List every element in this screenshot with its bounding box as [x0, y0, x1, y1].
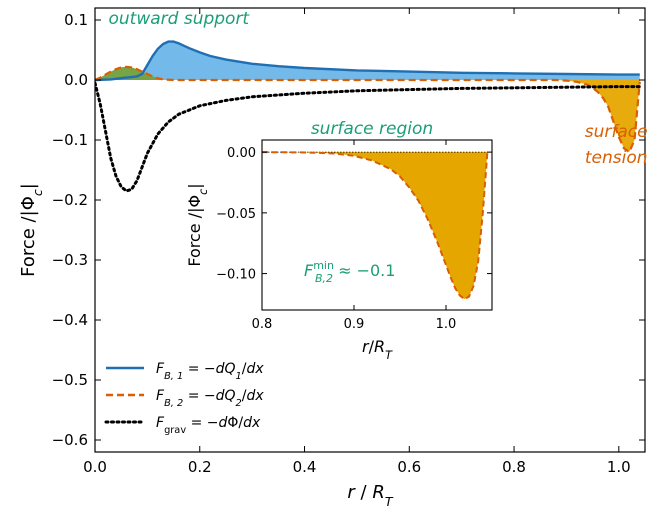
y-tick-label: 0.0	[64, 71, 88, 89]
inset-y-axis-title: Force /|Φc|	[185, 183, 210, 266]
annotation-surface: surface	[585, 122, 648, 142]
y-tick-label: −0.1	[52, 131, 88, 149]
inset-title: surface region	[311, 119, 433, 139]
annotation-tension: tension	[585, 148, 648, 168]
y-tick-label: 0.1	[64, 11, 88, 29]
y-tick-label: −0.4	[52, 311, 88, 329]
y-tick-label: −0.3	[52, 251, 88, 269]
series-fgrav-line	[95, 81, 642, 193]
inset-fb2-fill	[262, 152, 488, 300]
x-tick-label: 0.4	[293, 458, 317, 476]
x-tick-label: 0.8	[502, 458, 526, 476]
inset-plot-area	[262, 151, 492, 301]
legend-item-fb1: FB, 1 = −dQ1/dx	[106, 361, 264, 382]
y-axis-title: Force /|Φc|	[18, 183, 45, 277]
y-tick-label: −0.6	[52, 431, 88, 449]
series-fb1-line	[95, 40, 640, 82]
main-axes-frame	[94, 7, 646, 453]
x-tick-label: 0.6	[397, 458, 421, 476]
inset-x-axis-title: r/RT	[362, 337, 393, 362]
inset-axes-frame	[261, 139, 493, 311]
inset-y-tick-label: −0.10	[216, 268, 256, 283]
y-tick-label: −0.5	[52, 371, 88, 389]
inset-x-tick-label: 0.8	[252, 317, 273, 332]
overlap-fill	[95, 66, 164, 80]
legend-item-fb2: FB, 2 = −dQ2/dx	[106, 388, 264, 409]
inset-y-tick-label: 0.00	[227, 146, 256, 161]
legend-label: FB, 2 = −dQ2/dx	[156, 388, 264, 409]
legend-label: Fgrav = −dΦ/dx	[156, 415, 261, 436]
legend-item-fgrav: Fgrav = −dΦ/dx	[104, 415, 261, 436]
legend-label: FB, 1 = −dQ1/dx	[156, 361, 264, 382]
inset-y-tick-label: −0.05	[216, 207, 256, 222]
annotation-outward-support: outward support	[108, 9, 250, 29]
inset-x-tick-label: 0.9	[344, 317, 365, 332]
series-fb1-fill	[95, 41, 640, 80]
y-tick-label: −0.2	[52, 191, 88, 209]
inset-x-tick-label: 1.0	[436, 317, 457, 332]
x-tick-label: 0.0	[83, 458, 107, 476]
series-fb2-line	[95, 65, 641, 154]
x-tick-label: 1.0	[607, 458, 631, 476]
main-plot-area	[95, 40, 642, 193]
x-tick-label: 0.2	[188, 458, 212, 476]
inset-annotation-fmin: Fmin B,2 ≈ −0.1	[304, 259, 395, 285]
x-axis-title: r / RT	[347, 482, 393, 506]
